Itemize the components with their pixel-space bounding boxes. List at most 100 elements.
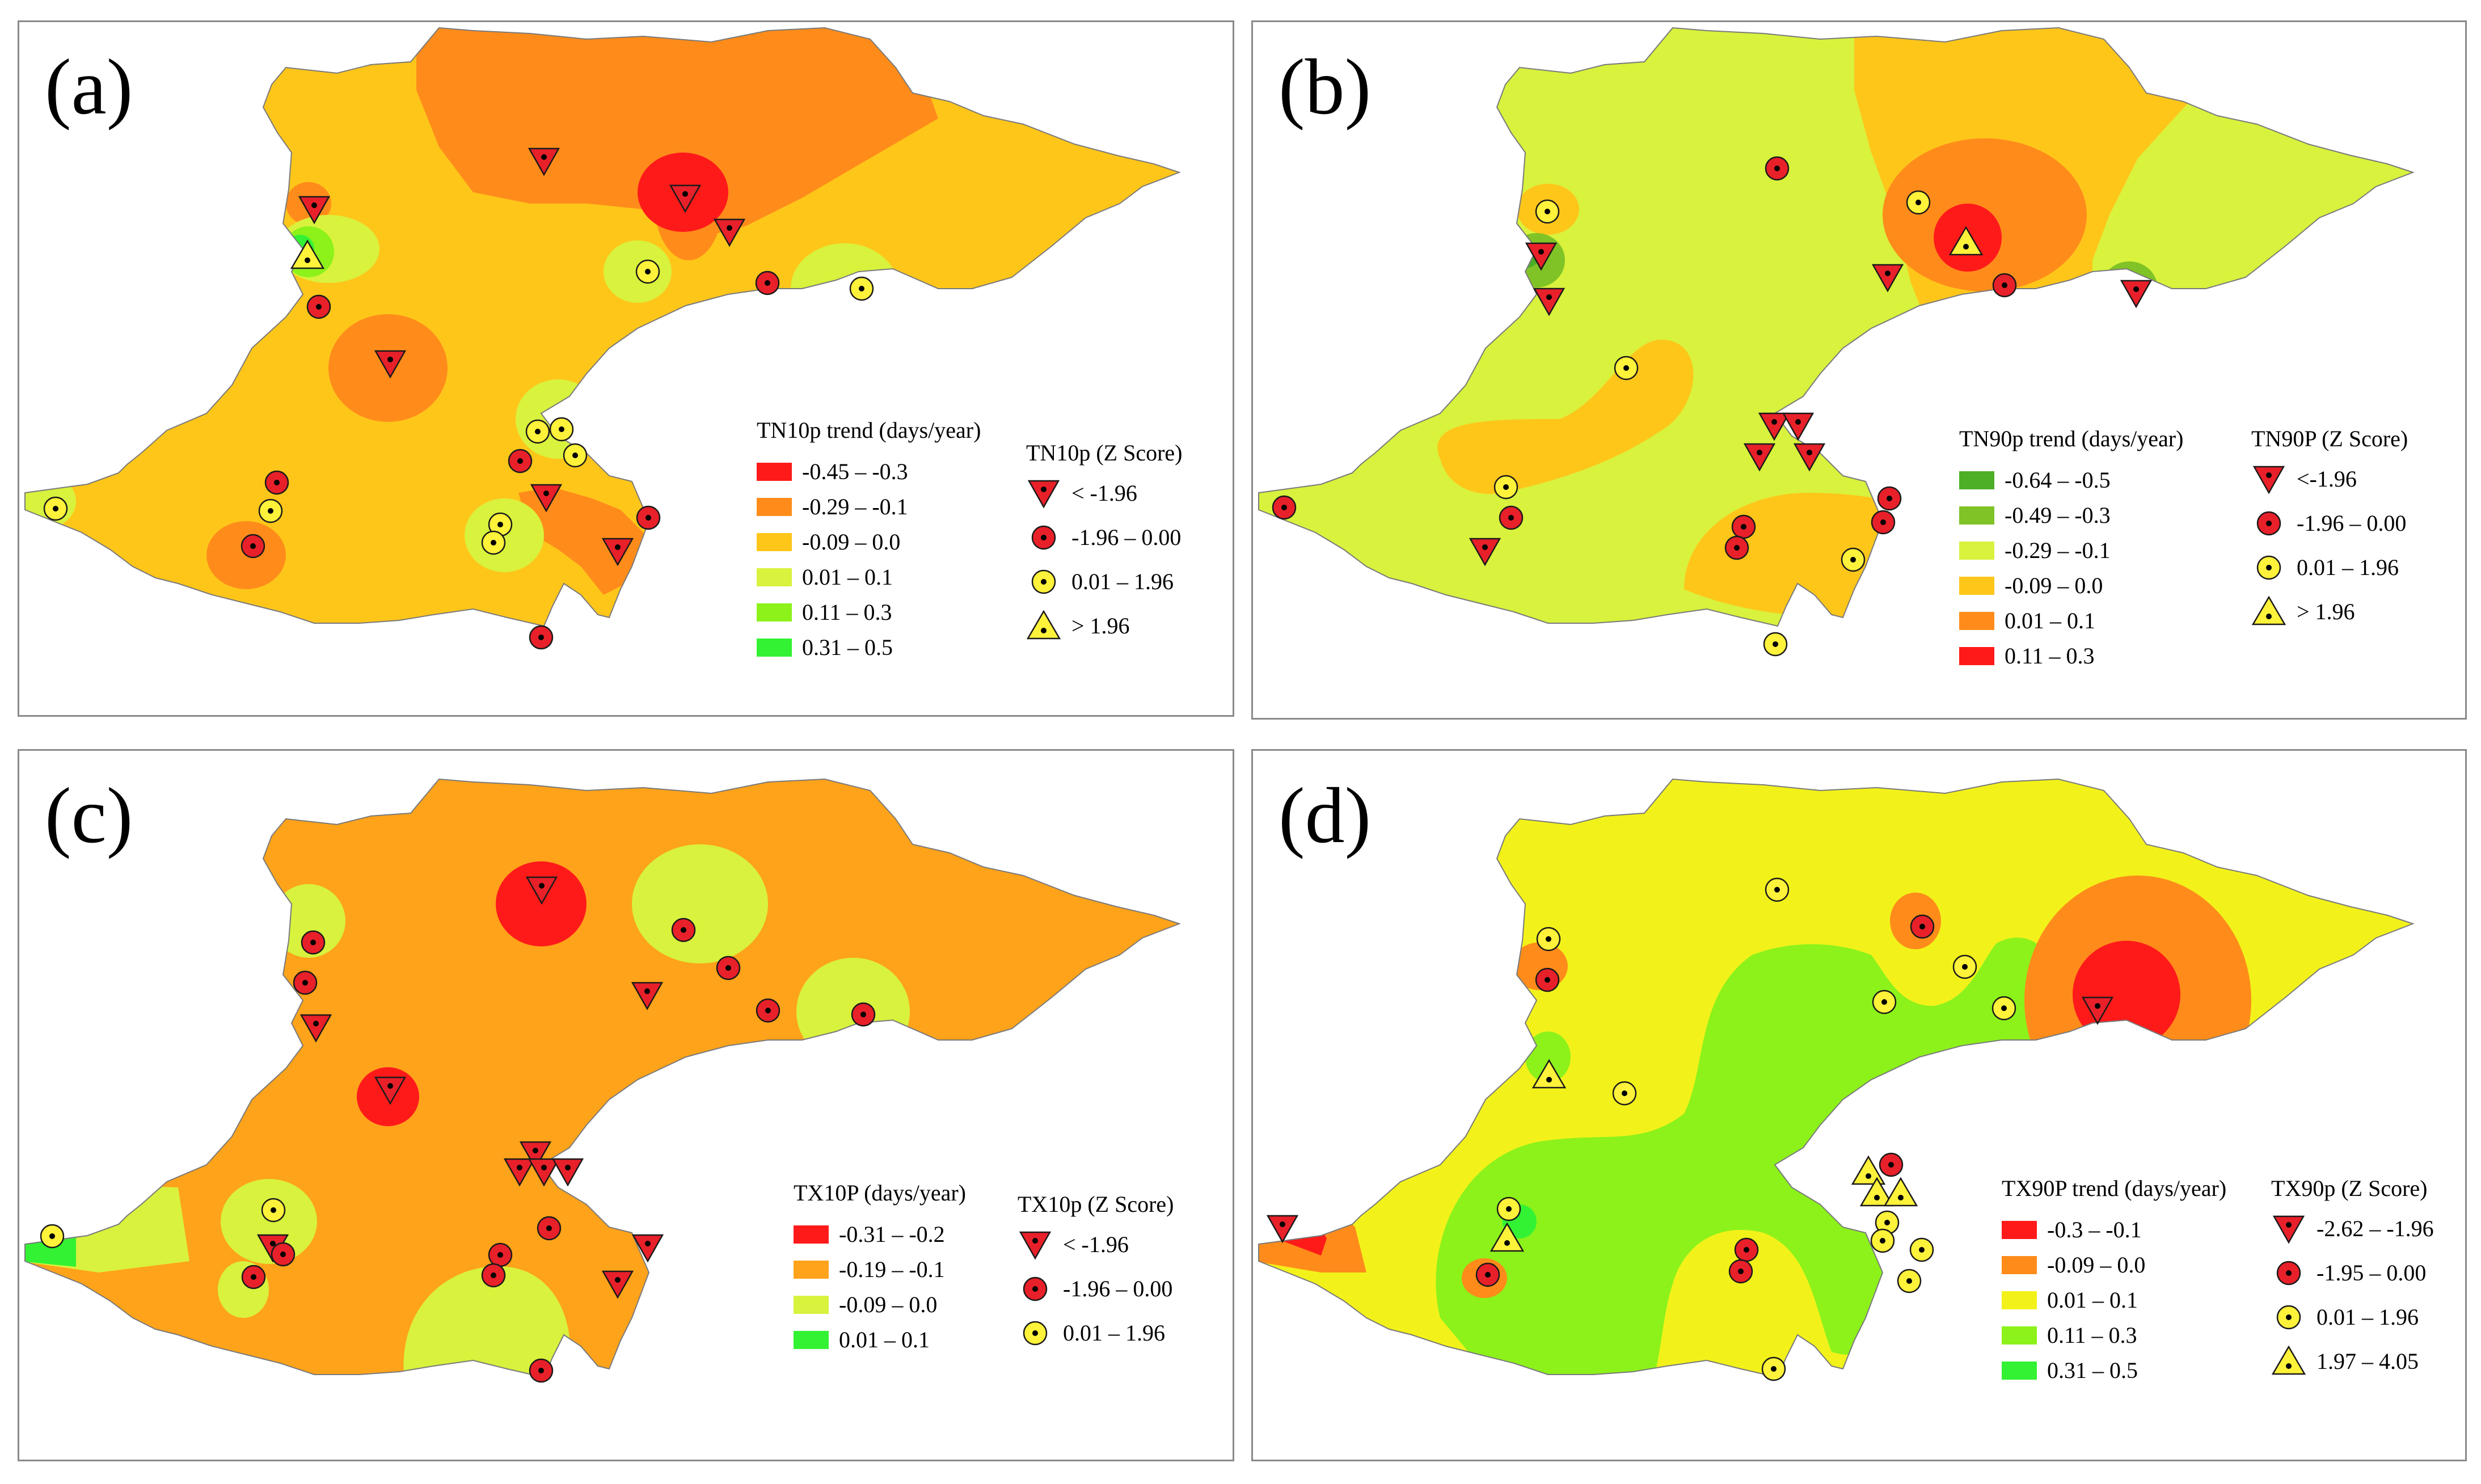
trend-legend-item: -0.3 – -0.1: [2002, 1212, 2226, 1248]
station-circle-yellow: [1496, 1196, 1521, 1221]
trend-class-label: -0.31 – -0.2: [839, 1221, 945, 1247]
trend-legend-item: 0.01 – 0.1: [1959, 603, 2183, 639]
trend-legend-title: TX90P trend (days/year): [2002, 1176, 2227, 1201]
station-circle-yellow: [258, 498, 283, 523]
trend-legend-item: -0.09 – 0.0: [794, 1287, 966, 1322]
trend-color-swatch: [2002, 1221, 2037, 1239]
trend-class-label: -0.29 – -0.1: [802, 494, 908, 519]
station-circle-yellow: [1909, 1237, 1934, 1262]
zscore-legend-title: TN90P (Z Score): [2251, 426, 2408, 451]
panel-a-choropleth: [24, 27, 1180, 627]
station-up-triangle: [1851, 1156, 1885, 1185]
zscore-class-label: 0.01 – 1.96: [2297, 555, 2399, 580]
trend-color-swatch: [757, 568, 792, 586]
station-circle-yellow: [481, 530, 506, 555]
trend-color-swatch: [757, 603, 792, 621]
station-circle-red: [716, 955, 741, 980]
triangle-down-icon: [2251, 463, 2286, 495]
circle-yellow-icon: [2271, 1301, 2306, 1333]
station-circle-red: [1734, 1237, 1759, 1262]
trend-class-label: 0.31 – 0.5: [802, 635, 893, 660]
station-circle-yellow: [1763, 632, 1788, 657]
station-circle-red: [264, 470, 289, 495]
zscore-legend-item: 0.01 – 1.96: [1018, 1311, 1174, 1355]
station-circle-yellow: [1493, 475, 1518, 500]
zscore-class-label: 0.01 – 1.96: [1063, 1320, 1165, 1346]
zscore-legend-title: TN10p (Z Score): [1026, 440, 1183, 466]
zscore-class-label: 0.01 – 1.96: [2317, 1304, 2419, 1330]
zscore-legend-item: <-1.96: [2251, 457, 2408, 501]
trend-class-label: -0.19 – -0.1: [839, 1257, 945, 1282]
trend-legend-rows: -0.64 – -0.5 -0.49 – -0.3 -0.29 – -0.1 -0.0…: [1959, 463, 2183, 674]
station-down-triangle: [552, 1158, 584, 1186]
trend-legend: TX90P trend (days/year) -0.3 – -0.1 -0.09…: [2002, 1177, 2226, 1388]
station-circle-yellow: [1612, 1081, 1637, 1106]
station-circle-yellow: [1897, 1269, 1922, 1293]
trend-class-label: 0.11 – 0.3: [2005, 643, 2095, 669]
station-circle-red: [1992, 273, 2017, 298]
trend-color-swatch: [1959, 612, 1994, 630]
zscore-class-label: > 1.96: [2297, 599, 2355, 624]
trend-legend-title: TN10p trend (days/year): [757, 417, 981, 443]
trend-color-swatch: [794, 1331, 829, 1349]
trend-legend-item: -0.19 – -0.1: [794, 1252, 966, 1287]
station-circle-red: [537, 1216, 562, 1241]
station-circle-yellow: [43, 496, 68, 521]
zscore-legend-item: > 1.96: [1026, 604, 1182, 648]
circle-red-icon: [1018, 1273, 1053, 1305]
circle-red-icon: [2251, 508, 2286, 539]
zscore-class-label: > 1.96: [1071, 613, 1130, 639]
trend-class-label: -0.29 – -0.1: [2005, 538, 2111, 563]
trend-legend-rows: -0.3 – -0.1 -0.09 – 0.0 0.01 – 0.1 0.11 – 0…: [2002, 1212, 2226, 1388]
trend-legend-item: 0.11 – 0.3: [757, 595, 981, 630]
station-circle-yellow: [563, 443, 588, 468]
trend-legend-item: -0.31 – -0.2: [794, 1217, 966, 1252]
station-circle-yellow: [1870, 1228, 1895, 1253]
trend-legend-item: 0.01 – 0.1: [794, 1322, 966, 1358]
station-circle-red: [636, 505, 661, 530]
circle-yellow-icon: [2251, 552, 2286, 584]
zscore-class-label: -1.96 – 0.00: [1071, 525, 1182, 550]
station-circle-yellow: [1872, 990, 1897, 1014]
zscore-legend-rows: < -1.96 -1.96 – 0.00 0.01 – 1.96 > 1.96: [1026, 471, 1182, 648]
trend-legend-title: TX10P (days/year): [794, 1180, 966, 1206]
trend-class-label: 0.01 – 0.1: [802, 564, 893, 590]
trend-color-swatch: [757, 498, 792, 516]
circle-yellow-icon: [1018, 1317, 1053, 1349]
zscore-legend-item: 0.01 – 1.96: [2271, 1295, 2434, 1339]
trend-legend-item: 0.31 – 0.5: [757, 630, 981, 665]
trend-legend: TN90p trend (days/year) -0.64 – -0.5 -0.4…: [1959, 428, 2183, 674]
zscore-legend-item: < -1.96: [1026, 471, 1182, 515]
zscore-legend: TN10p (Z Score) < -1.96 -1.96 – 0.00 0.01 …: [1026, 442, 1182, 648]
trend-class-label: 0.01 – 0.1: [839, 1327, 930, 1352]
zscore-legend-item: > 1.96: [2251, 590, 2408, 634]
zscore-legend-rows: < -1.96 -1.96 – 0.00 0.01 – 1.96: [1018, 1223, 1174, 1355]
zscore-class-label: -2.62 – -1.96: [2317, 1216, 2434, 1241]
station-circle-red: [755, 270, 780, 295]
zscore-class-label: -1.95 – 0.00: [2317, 1260, 2427, 1286]
trend-class-label: -0.09 – 0.0: [802, 529, 901, 555]
station-circle-red: [271, 1242, 296, 1267]
station-circle-yellow: [1906, 190, 1931, 215]
trend-color-swatch: [1959, 577, 1994, 595]
station-circle-red: [1765, 156, 1790, 181]
station-circle-red: [529, 625, 554, 650]
trend-color-swatch: [1959, 542, 1994, 560]
zscore-legend-title: TX90p (Z Score): [2271, 1176, 2428, 1201]
trend-class-label: -0.64 – -0.5: [2005, 467, 2111, 493]
station-circle-yellow: [1536, 927, 1561, 952]
station-circle-red: [1499, 505, 1524, 530]
trend-legend-title: TN90p trend (days/year): [1959, 426, 2184, 451]
trend-legend-item: 0.01 – 0.1: [757, 560, 981, 595]
station-circle-red: [293, 970, 318, 995]
station-circle-red: [306, 294, 331, 319]
station-circle-yellow: [1952, 954, 1977, 979]
zscore-legend-item: 0.01 – 1.96: [1026, 560, 1182, 604]
trend-color-swatch: [757, 639, 792, 657]
station-circle-red: [1724, 535, 1749, 560]
station-circle-red: [488, 1242, 513, 1267]
station-circle-yellow: [1535, 199, 1560, 224]
station-circle-red: [508, 449, 533, 473]
trend-class-label: -0.3 – -0.1: [2047, 1217, 2142, 1242]
zscore-legend-item: -1.96 – 0.00: [1026, 515, 1182, 560]
